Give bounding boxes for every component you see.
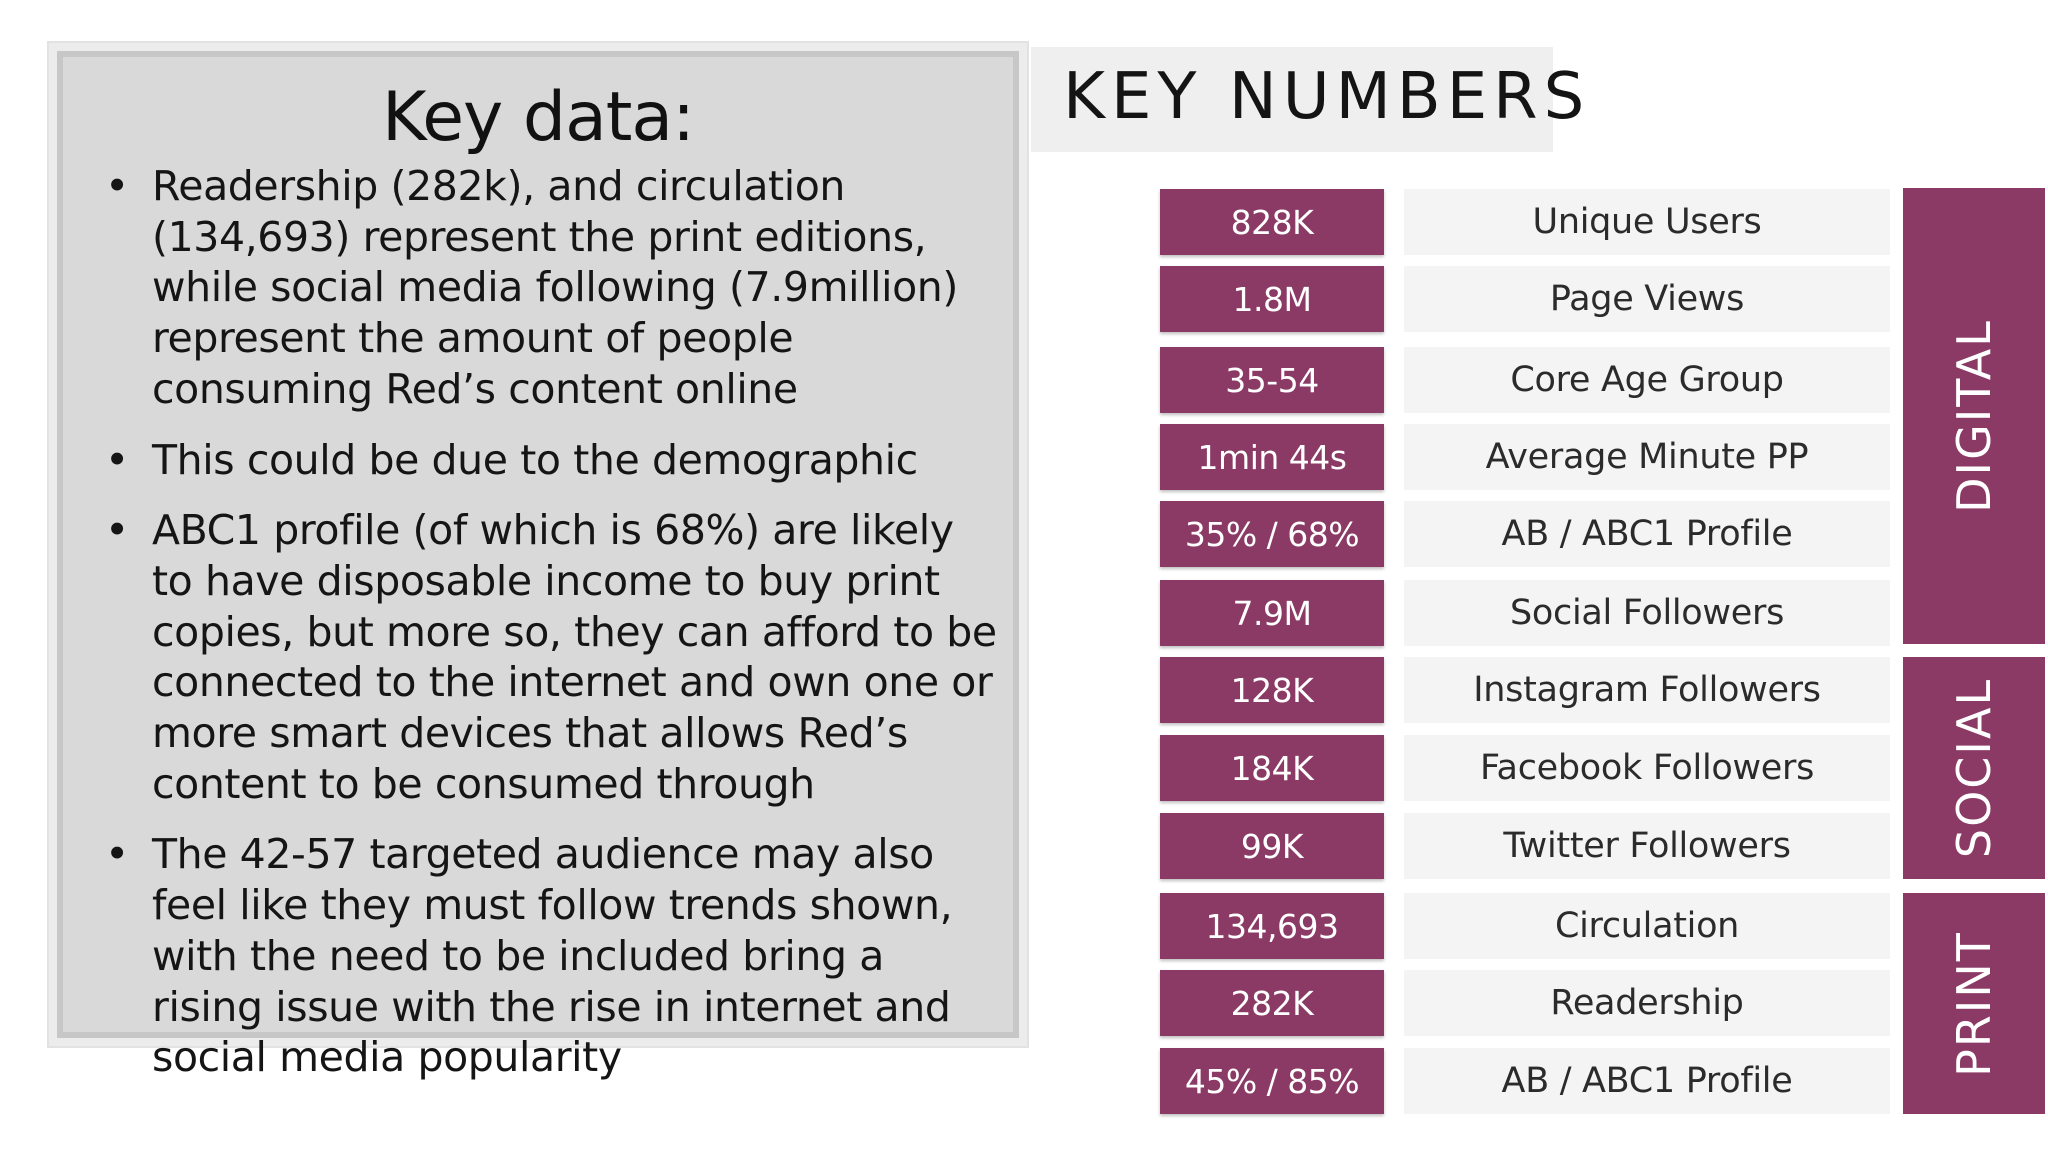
bullet-icon: • <box>105 162 129 210</box>
bullet-item: • This could be due to the demographic <box>103 435 999 486</box>
stat-value: 1min 44s <box>1160 424 1384 490</box>
category-label: SOCIAL <box>1947 677 2001 859</box>
stat-row-unique-users: 828K Unique Users <box>1160 189 1892 255</box>
bullet-icon: • <box>105 830 129 879</box>
category-social: SOCIAL <box>1903 657 2045 879</box>
category-print: PRINT <box>1903 893 2045 1114</box>
key-numbers-header: KEY NUMBERS <box>1031 47 1584 152</box>
stat-value: 134,693 <box>1160 893 1384 959</box>
bullet-text: Readership (282k), and circulation (134,… <box>152 162 958 413</box>
stat-label: Unique Users <box>1404 189 1890 255</box>
stat-row-instagram-followers: 128K Instagram Followers <box>1160 657 1892 723</box>
stat-row-core-age-group: 35-54 Core Age Group <box>1160 347 1892 413</box>
bullet-icon: • <box>105 506 129 555</box>
stat-label: Core Age Group <box>1404 347 1890 413</box>
stat-label: Readership <box>1404 970 1890 1036</box>
stat-label: Page Views <box>1404 266 1890 332</box>
stat-value: 184K <box>1160 735 1384 801</box>
stat-row-ab-abc1-digital: 35% / 68% AB / ABC1 Profile <box>1160 501 1892 567</box>
stat-row-social-followers: 7.9M Social Followers <box>1160 580 1892 646</box>
stat-value: 35% / 68% <box>1160 501 1384 567</box>
stat-row-average-minute: 1min 44s Average Minute PP <box>1160 424 1892 490</box>
stat-row-ab-abc1-print: 45% / 85% AB / ABC1 Profile <box>1160 1048 1892 1114</box>
stat-label: Facebook Followers <box>1404 735 1890 801</box>
stat-label: AB / ABC1 Profile <box>1404 1048 1890 1114</box>
bullet-item: • ABC1 profile (of which is 68%) are like… <box>103 505 999 809</box>
stat-label: Circulation <box>1404 893 1890 959</box>
stat-value: 45% / 85% <box>1160 1048 1384 1114</box>
stat-value: 828K <box>1160 189 1384 255</box>
stat-row-readership: 282K Readership <box>1160 970 1892 1036</box>
stat-value: 128K <box>1160 657 1384 723</box>
stat-value: 99K <box>1160 813 1384 879</box>
panel-title: Key data: <box>382 78 695 157</box>
stat-row-twitter-followers: 99K Twitter Followers <box>1160 813 1892 879</box>
key-numbers-title: KEY NUMBERS <box>1063 60 1591 134</box>
category-label: PRINT <box>1947 930 2001 1077</box>
bullet-item: • The 42-57 targeted audience may also fe… <box>103 829 999 1083</box>
stat-label: Average Minute PP <box>1404 424 1890 490</box>
stat-value: 7.9M <box>1160 580 1384 646</box>
bullet-text: ABC1 profile (of which is 68%) are likel… <box>152 506 997 808</box>
stat-label: Instagram Followers <box>1404 657 1890 723</box>
stat-label: Social Followers <box>1404 580 1890 646</box>
bullet-text: This could be due to the demographic <box>152 435 918 484</box>
stat-row-page-views: 1.8M Page Views <box>1160 266 1892 332</box>
stat-row-circulation: 134,693 Circulation <box>1160 893 1892 959</box>
category-label: DIGITAL <box>1947 319 2001 513</box>
bullet-item: • Readership (282k), and circulation (134… <box>103 161 999 415</box>
key-data-panel: Key data: • Readership (282k), and circul… <box>47 41 1029 1081</box>
stat-label: Twitter Followers <box>1404 813 1890 879</box>
stat-label: AB / ABC1 Profile <box>1404 501 1890 567</box>
key-data-panel-inner: Key data: • Readership (282k), and circul… <box>57 51 1019 1081</box>
category-digital: DIGITAL <box>1903 188 2045 644</box>
bullet-list: • Readership (282k), and circulation (134… <box>103 161 999 1103</box>
stat-value: 35-54 <box>1160 347 1384 413</box>
bullet-text: The 42-57 targeted audience may also fee… <box>152 830 953 1082</box>
stat-row-facebook-followers: 184K Facebook Followers <box>1160 735 1892 801</box>
bullet-icon: • <box>105 435 129 484</box>
stat-value: 282K <box>1160 970 1384 1036</box>
stat-value: 1.8M <box>1160 266 1384 332</box>
